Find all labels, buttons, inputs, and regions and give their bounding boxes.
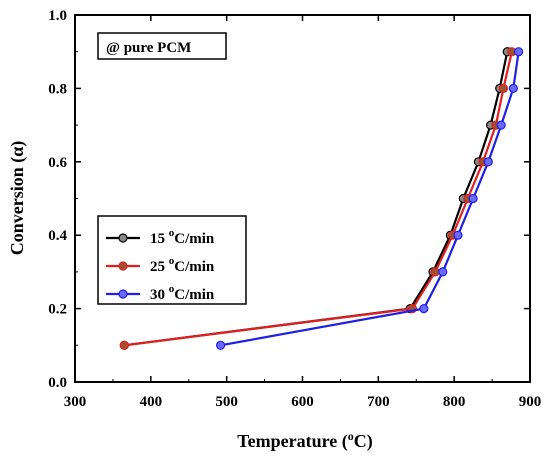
data-point	[430, 267, 440, 277]
data-point	[508, 83, 518, 94]
y-axis-title: Conversion (α)	[7, 141, 28, 256]
series-1	[119, 47, 517, 350]
legend-marker	[118, 261, 128, 271]
legend-marker	[118, 289, 128, 299]
y-tick-label: 0.8	[48, 81, 67, 97]
x-tick-label: 600	[291, 394, 314, 410]
legend-label: 30 oC/min	[150, 283, 215, 303]
x-tick-label: 400	[140, 394, 163, 410]
legend-label: 15 oC/min	[150, 227, 215, 247]
data-point	[216, 340, 226, 350]
y-tick-label: 0.6	[48, 155, 67, 171]
annotation-text: @ pure PCM	[106, 40, 191, 56]
y-tick-label: 0.2	[48, 302, 67, 318]
x-tick-label: 300	[64, 394, 87, 410]
annotation-box	[97, 32, 227, 60]
legend-marker	[118, 233, 128, 243]
y-tick-label: 0.0	[48, 375, 67, 391]
annotation: @ pure PCM	[97, 32, 227, 60]
series-group	[119, 47, 524, 350]
data-point	[419, 304, 429, 314]
data-point	[498, 83, 509, 94]
series-2	[216, 47, 524, 350]
data-point	[438, 267, 448, 277]
legend-label: 25 oC/min	[150, 255, 215, 275]
y-tick-label: 1.0	[48, 8, 67, 24]
axis-ticks: 300 400 500 600 700 800 900 0.0 0.2 0.4 0.6 0.8 1.0	[48, 8, 541, 410]
x-tick-label: 800	[443, 394, 466, 410]
x-tick-label: 500	[215, 394, 238, 410]
legend: 15 oC/min 25 oC/min 30 oC/min	[97, 215, 247, 305]
x-tick-label: 900	[519, 394, 542, 410]
data-point	[496, 120, 506, 130]
y-tick-label: 0.4	[48, 228, 67, 244]
x-axis-title: Temperature (oC)	[237, 429, 372, 452]
data-point	[468, 193, 478, 204]
data-point	[453, 230, 463, 240]
x-tick-label: 700	[367, 394, 390, 410]
data-point	[119, 340, 129, 350]
data-point	[514, 47, 524, 57]
data-point	[483, 157, 493, 167]
legend-box	[97, 215, 247, 305]
